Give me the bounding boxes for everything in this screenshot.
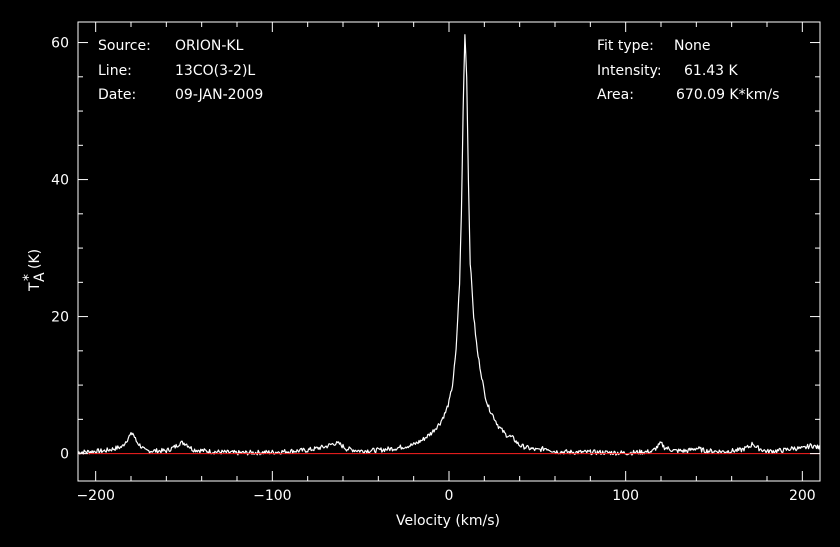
fit-type-value: None — [674, 38, 711, 54]
x-tick-label: −100 — [253, 488, 291, 504]
x-tick-label: 100 — [612, 488, 639, 504]
y-axis-label-main: T — [27, 282, 43, 292]
y-axis-label: T * A (K) — [21, 249, 48, 292]
y-axis-label-unit: (K) — [27, 249, 43, 269]
x-axis-label: Velocity (km/s) — [396, 513, 500, 529]
x-tick-label: 0 — [445, 488, 454, 504]
source-label: Source: — [98, 38, 151, 54]
y-tick-label: 0 — [60, 447, 69, 463]
y-axis-label-sub: A — [32, 272, 48, 282]
line-label: Line: — [98, 63, 132, 79]
spectrum-line — [77, 34, 821, 456]
date-label: Date: — [98, 87, 136, 103]
x-tick-label: −200 — [76, 488, 114, 504]
y-axis-label-sup: * — [21, 274, 37, 281]
axes-layer: −200 −100 0 100 200 0 20 40 60 — [51, 21, 821, 504]
y-tick-label: 20 — [51, 310, 69, 326]
source-value: ORION-KL — [175, 38, 244, 54]
area-label: Area: — [597, 87, 634, 103]
area-value: 670.09 K*km/s — [676, 87, 779, 103]
series-layer — [77, 34, 821, 456]
fit-type-label: Fit type: — [597, 38, 654, 54]
y-tick-label: 40 — [51, 173, 69, 189]
y-tick-label: 60 — [51, 36, 69, 52]
x-tick-label: 200 — [789, 488, 816, 504]
line-value: 13CO(3-2)L — [175, 63, 255, 79]
date-value: 09-JAN-2009 — [175, 87, 263, 103]
intensity-value: 61.43 K — [684, 63, 739, 79]
intensity-label: Intensity: — [597, 63, 662, 79]
